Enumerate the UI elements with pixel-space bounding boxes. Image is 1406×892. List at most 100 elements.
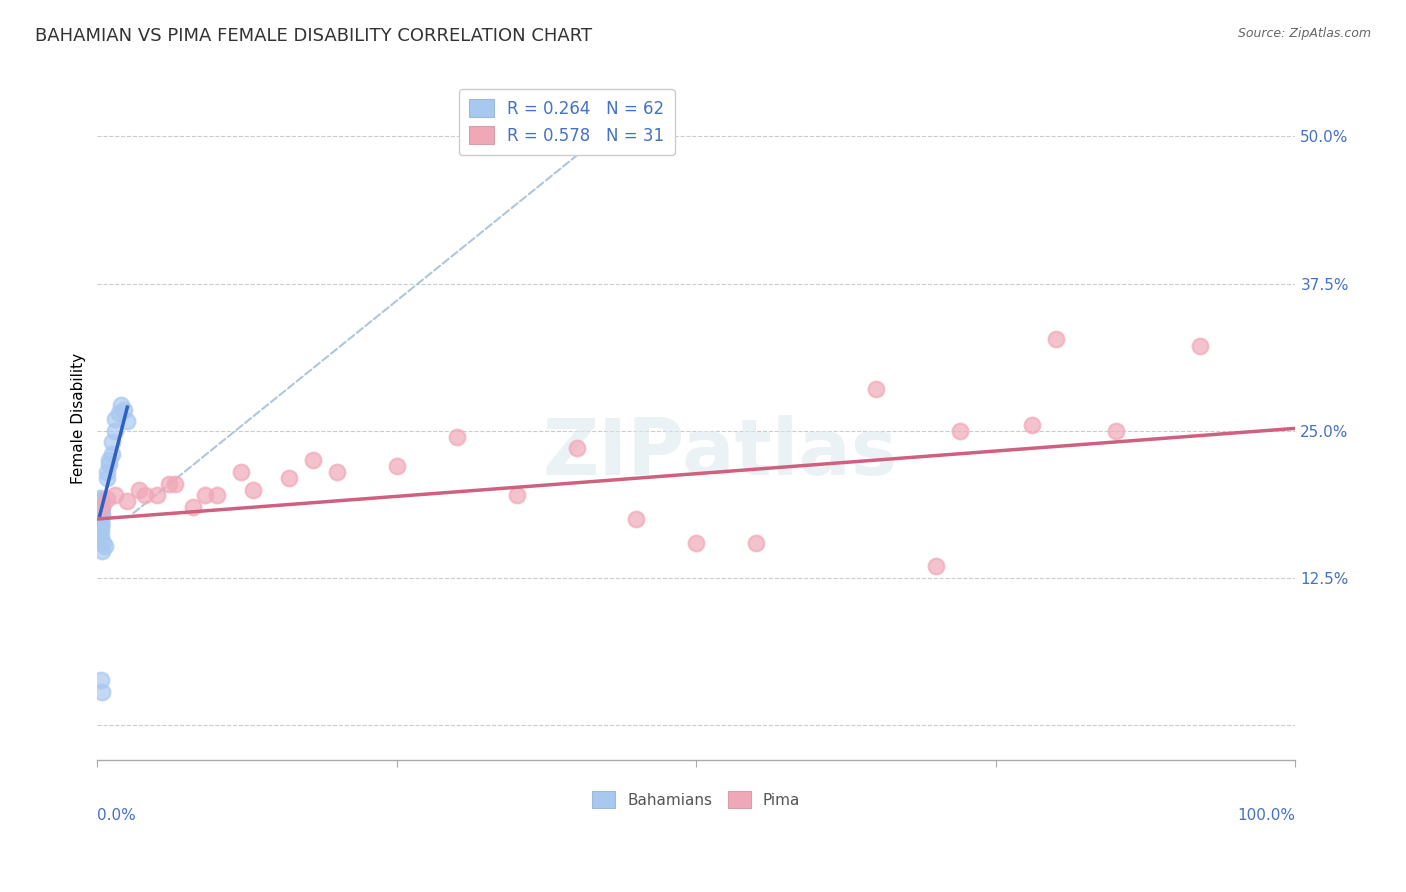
Point [90, 502, 112, 516]
Point [93, 539, 115, 553]
Point [89, 520, 111, 534]
Point [90, 506, 112, 520]
Point [89, 504, 111, 518]
Point [1188, 339, 1211, 353]
Point [326, 465, 349, 479]
Point [134, 488, 156, 502]
Point [90, 497, 112, 511]
Point [117, 414, 139, 428]
Point [181, 500, 204, 515]
Point [91, 543, 114, 558]
Point [104, 488, 127, 502]
Point [194, 488, 217, 502]
Point [90, 530, 112, 544]
Point [96, 465, 118, 479]
Point [90, 673, 112, 688]
Point [385, 458, 408, 473]
Point [89, 501, 111, 516]
Point [98, 453, 121, 467]
Point [90, 519, 112, 533]
Point [90, 506, 112, 520]
Y-axis label: Female Disability: Female Disability [72, 353, 86, 484]
Point [505, 488, 527, 502]
Point [91, 685, 114, 699]
Point [96, 471, 118, 485]
Point [90, 505, 112, 519]
Point [89, 512, 111, 526]
Point [90, 509, 112, 524]
Point [90, 506, 112, 520]
Point [205, 488, 228, 502]
Point [110, 398, 132, 412]
Text: Source: ZipAtlas.com: Source: ZipAtlas.com [1237, 27, 1371, 40]
Point [90, 524, 112, 538]
Point [90, 511, 112, 525]
Point [89, 513, 111, 527]
Point [96, 491, 118, 506]
Text: ZIPatlas: ZIPatlas [543, 415, 898, 491]
Point [104, 412, 127, 426]
Point [128, 483, 150, 497]
Point [865, 383, 887, 397]
Point [108, 406, 131, 420]
Point [90, 504, 112, 518]
Point [1021, 417, 1043, 432]
Point [157, 476, 180, 491]
Point [89, 509, 111, 524]
Point [446, 429, 468, 443]
Point [89, 497, 111, 511]
Point [89, 512, 111, 526]
Point [91, 500, 114, 515]
Point [745, 535, 768, 549]
Point [90, 506, 112, 520]
Text: BAHAMIAN VS PIMA FEMALE DISABILITY CORRELATION CHART: BAHAMIAN VS PIMA FEMALE DISABILITY CORRE… [35, 27, 592, 45]
Point [1045, 332, 1067, 346]
Point [117, 494, 139, 508]
Point [685, 535, 707, 549]
Point [104, 424, 127, 438]
Text: 0.0%: 0.0% [97, 808, 136, 823]
Point [90, 516, 112, 530]
Point [91, 508, 114, 523]
Point [90, 511, 112, 525]
Point [89, 508, 111, 523]
Point [90, 502, 112, 516]
Point [242, 483, 264, 497]
Point [278, 471, 301, 485]
Point [90, 517, 112, 532]
Text: 100.0%: 100.0% [1237, 808, 1295, 823]
Point [90, 499, 112, 513]
Point [89, 491, 111, 505]
Point [89, 491, 111, 506]
Point [112, 402, 135, 417]
Point [98, 457, 121, 471]
Point [90, 493, 112, 508]
Point [90, 508, 112, 522]
Point [89, 500, 111, 515]
Point [89, 524, 111, 538]
Point [165, 476, 187, 491]
Point [229, 465, 252, 479]
Point [91, 495, 114, 509]
Point [925, 559, 948, 574]
Point [89, 498, 111, 512]
Point [93, 535, 115, 549]
Point [90, 514, 112, 528]
Point [89, 517, 111, 532]
Point [91, 494, 114, 508]
Point [146, 488, 169, 502]
Point [91, 500, 114, 515]
Point [89, 508, 111, 523]
Point [100, 435, 122, 450]
Point [565, 442, 588, 456]
Point [1105, 424, 1128, 438]
Point [89, 517, 111, 532]
Legend: Bahamians, Pima: Bahamians, Pima [586, 785, 807, 814]
Point [100, 447, 122, 461]
Point [302, 453, 325, 467]
Point [626, 512, 648, 526]
Point [89, 516, 111, 530]
Point [949, 424, 972, 438]
Point [89, 500, 111, 515]
Point [89, 513, 111, 527]
